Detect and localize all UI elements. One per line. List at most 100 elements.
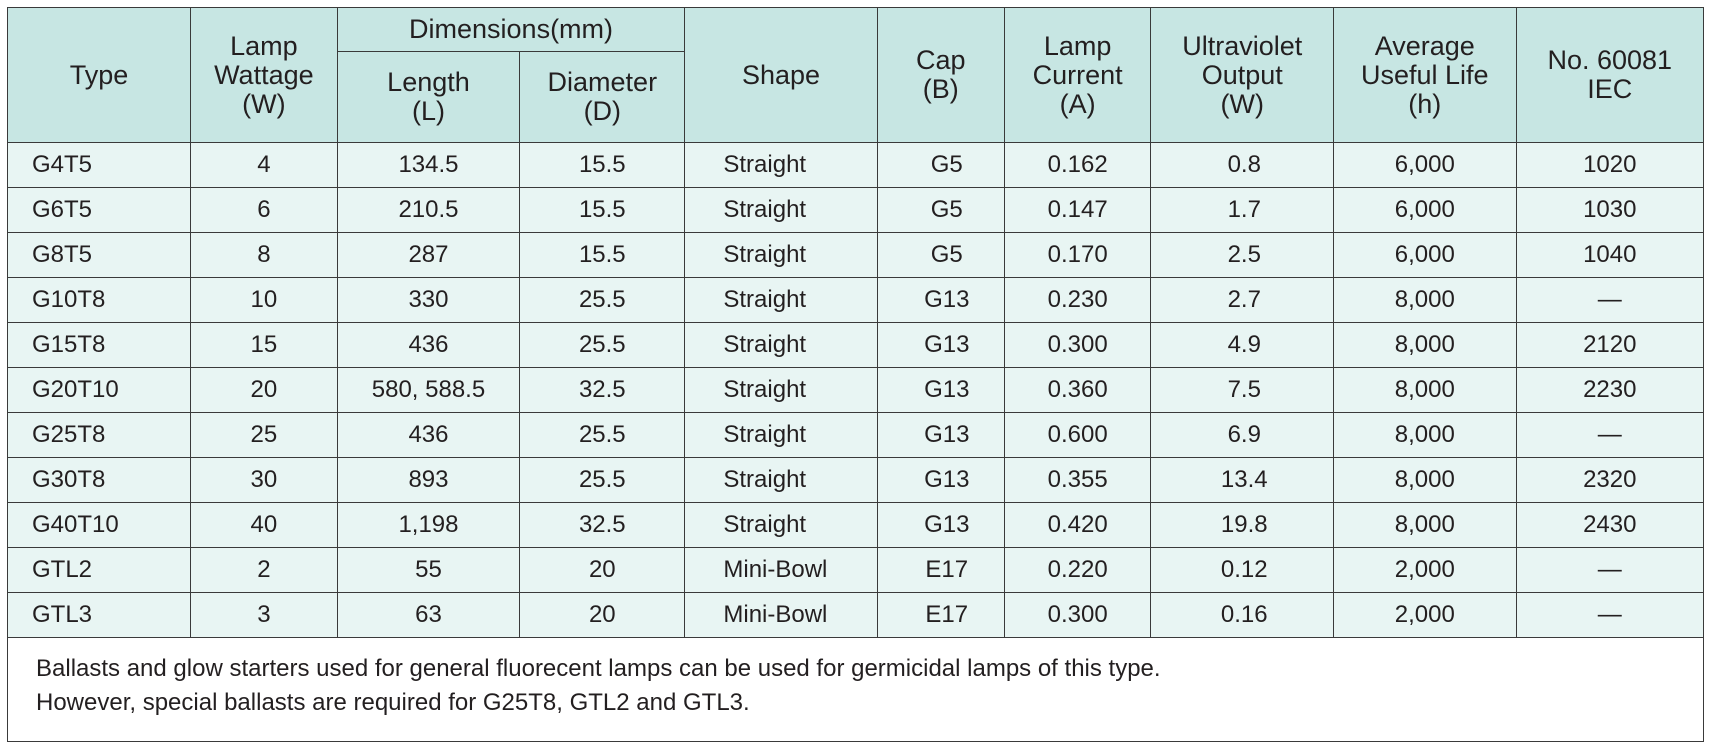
notes: Ballasts and glow starters used for gene… — [8, 638, 1703, 720]
cell-cap: E17 — [876, 592, 1005, 638]
cell-shape: Straight — [684, 232, 878, 278]
lamp-spec-table: Type Lamp Wattage (W) Dimensions(mm) Shape… — [8, 8, 1703, 638]
cell-wattage: 10 — [190, 277, 338, 323]
cell-diameter: 25.5 — [519, 277, 686, 323]
cell-type: GTL3 — [8, 592, 192, 638]
cell-length: 55 — [336, 547, 521, 593]
cell-length: 436 — [336, 322, 521, 368]
cell-current: 0.600 — [1003, 412, 1152, 458]
note-line: However, special ballasts are required f… — [36, 689, 750, 716]
cell-length: 436 — [336, 412, 521, 458]
cell-wattage: 4 — [190, 142, 338, 188]
cell-length: 63 — [336, 592, 521, 638]
cell-useful-life: 8,000 — [1333, 322, 1517, 368]
cell-shape: Straight — [684, 277, 878, 323]
cell-type: G6T5 — [8, 187, 192, 233]
header-iec: No. 60081 IEC — [1515, 8, 1703, 143]
cell-cap: G5 — [876, 232, 1005, 278]
cell-shape: Straight — [684, 187, 878, 233]
header-cap: Cap (B) — [876, 8, 1005, 143]
cell-cap: G13 — [876, 502, 1005, 548]
cell-type: G40T10 — [8, 502, 192, 548]
cell-diameter: 15.5 — [519, 142, 686, 188]
cell-useful-life: 6,000 — [1333, 142, 1517, 188]
cell-iec: — — [1515, 412, 1703, 458]
cell-current: 0.355 — [1003, 457, 1152, 503]
cell-shape: Straight — [684, 412, 878, 458]
cell-type: G20T10 — [8, 367, 192, 413]
cell-iec: 2230 — [1515, 367, 1703, 413]
table-row: G4T5 4 134.5 15.5 Straight G5 0.162 0.8 6,000 102… — [8, 142, 1703, 188]
cell-iec: 1030 — [1515, 187, 1703, 233]
cell-useful-life: 6,000 — [1333, 232, 1517, 278]
cell-useful-life: 2,000 — [1333, 592, 1517, 638]
header-type: Type — [8, 8, 192, 143]
cell-diameter: 32.5 — [519, 502, 686, 548]
cell-useful-life: 8,000 — [1333, 502, 1517, 548]
cell-current: 0.360 — [1003, 367, 1152, 413]
cell-useful-life: 6,000 — [1333, 187, 1517, 233]
cell-cap: E17 — [876, 547, 1005, 593]
header-current: Lamp Current (A) — [1003, 8, 1152, 143]
cell-iec: 1020 — [1515, 142, 1703, 188]
cell-uv-output: 0.16 — [1150, 592, 1335, 638]
cell-current: 0.170 — [1003, 232, 1152, 278]
cell-length: 1,198 — [336, 502, 521, 548]
cell-wattage: 20 — [190, 367, 338, 413]
cell-iec: 1040 — [1515, 232, 1703, 278]
cell-uv-output: 0.12 — [1150, 547, 1335, 593]
cell-type: G8T5 — [8, 232, 192, 278]
cell-shape: Straight — [684, 322, 878, 368]
cell-uv-output: 13.4 — [1150, 457, 1335, 503]
table-row: G40T10 40 1,198 32.5 Straight G13 0.420 19.8 8,0… — [8, 502, 1703, 548]
cell-shape: Straight — [684, 367, 878, 413]
cell-useful-life: 2,000 — [1333, 547, 1517, 593]
cell-diameter: 25.5 — [519, 412, 686, 458]
cell-length: 134.5 — [336, 142, 521, 188]
cell-length: 330 — [336, 277, 521, 323]
cell-wattage: 40 — [190, 502, 338, 548]
cell-cap: G5 — [876, 187, 1005, 233]
header-dimensions: Dimensions(mm) — [336, 8, 686, 52]
cell-cap: G13 — [876, 277, 1005, 323]
table-row: GTL3 3 63 20 Mini-Bowl E17 0.300 0.16 2,000— — [8, 592, 1703, 638]
table-header: Type Lamp Wattage (W) Dimensions(mm) Shape… — [8, 8, 1703, 143]
cell-type: GTL2 — [8, 547, 192, 593]
cell-wattage: 6 — [190, 187, 338, 233]
cell-type: G15T8 — [8, 322, 192, 368]
header-useful-life: Average Useful Life (h) — [1333, 8, 1517, 143]
cell-wattage: 3 — [190, 592, 338, 638]
table-row: G15T8 15 436 25.5 Straight G13 0.300 4.9 8,000 21… — [8, 322, 1703, 368]
cell-current: 0.220 — [1003, 547, 1152, 593]
cell-iec: 2320 — [1515, 457, 1703, 503]
cell-length: 287 — [336, 232, 521, 278]
cell-length: 893 — [336, 457, 521, 503]
cell-useful-life: 8,000 — [1333, 457, 1517, 503]
cell-cap: G13 — [876, 457, 1005, 503]
cell-iec: — — [1515, 277, 1703, 323]
cell-useful-life: 8,000 — [1333, 277, 1517, 323]
cell-current: 0.162 — [1003, 142, 1152, 188]
cell-cap: G13 — [876, 367, 1005, 413]
cell-uv-output: 6.9 — [1150, 412, 1335, 458]
cell-current: 0.147 — [1003, 187, 1152, 233]
cell-current: 0.230 — [1003, 277, 1152, 323]
header-length: Length (L) — [337, 51, 521, 143]
cell-cap: G5 — [876, 142, 1005, 188]
table-row: G8T5 8 287 15.5 Straight G5 0.170 2.5 6,000 1040 — [8, 232, 1703, 278]
cell-wattage: 15 — [190, 322, 338, 368]
cell-diameter: 25.5 — [519, 322, 686, 368]
table-row: G30T8 30 893 25.5 Straight G13 0.355 13.4 8,000 2… — [8, 457, 1703, 503]
cell-uv-output: 0.8 — [1150, 142, 1335, 188]
table-row: G6T5 6 210.5 15.5 Straight G5 0.147 1.7 6,000 103… — [8, 187, 1703, 233]
cell-length: 210.5 — [336, 187, 521, 233]
cell-shape: Straight — [684, 502, 878, 548]
cell-current: 0.300 — [1003, 322, 1152, 368]
table-body: G4T5 4 134.5 15.5 Straight G5 0.162 0.8 6,000 102… — [8, 142, 1703, 638]
cell-uv-output: 19.8 — [1150, 502, 1335, 548]
cell-iec: 2120 — [1515, 322, 1703, 368]
cell-diameter: 15.5 — [519, 187, 686, 233]
cell-uv-output: 7.5 — [1150, 367, 1335, 413]
cell-useful-life: 8,000 — [1333, 412, 1517, 458]
cell-shape: Straight — [684, 457, 878, 503]
